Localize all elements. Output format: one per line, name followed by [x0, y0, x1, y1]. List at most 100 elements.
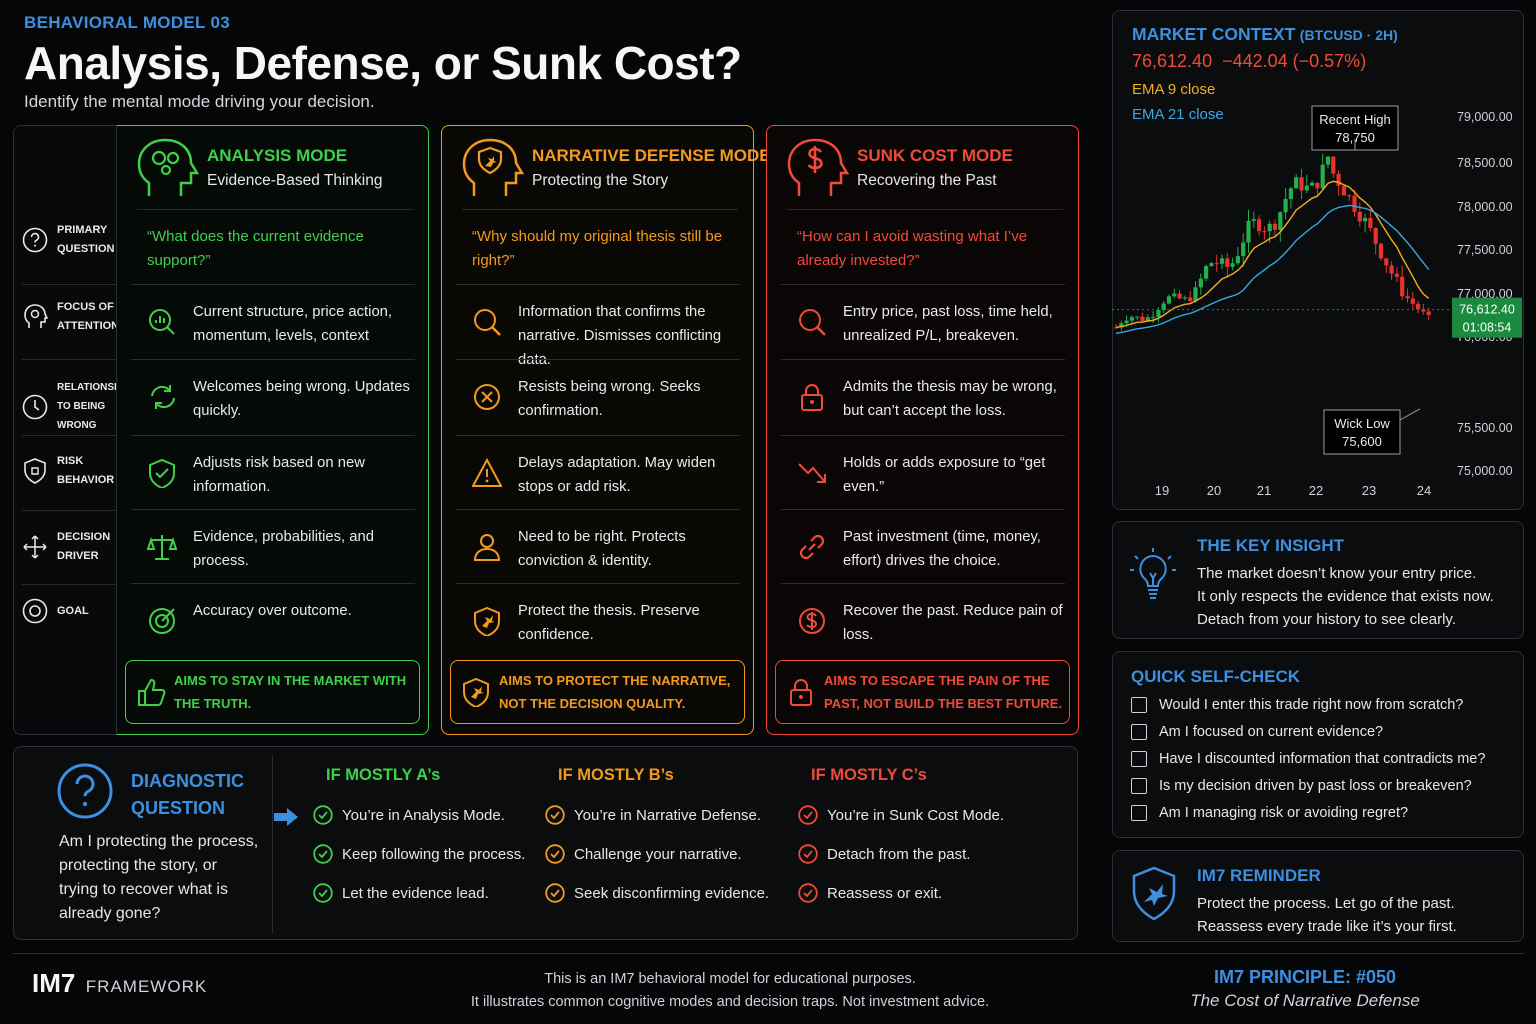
checkbox[interactable] — [1131, 751, 1147, 767]
check-circle-icon — [798, 844, 818, 864]
row-label-text: DECISION DRIVER — [57, 531, 111, 562]
reminder-title: IM7 REMINDER — [1197, 866, 1321, 885]
candle — [1230, 263, 1235, 267]
x-tick-label: 20 — [1207, 483, 1221, 498]
row-label-column — [13, 125, 130, 735]
candle — [1246, 220, 1251, 243]
mode-row-text: Need to be right. Protects conviction & … — [518, 529, 686, 569]
diagnostic-question: Am I protecting the process, protecting … — [59, 833, 259, 922]
selfcheck-item[interactable]: Am I focused on current evidence? — [1131, 724, 1383, 740]
candle — [1135, 316, 1140, 318]
magnify-chart-icon — [149, 309, 175, 335]
target-icon — [149, 608, 175, 634]
selfcheck-item[interactable]: Would I enter this trade right now from … — [1131, 697, 1463, 713]
candle — [1304, 185, 1309, 191]
candle — [1172, 293, 1177, 297]
result-item: You’re in Narrative Defense. — [545, 805, 761, 825]
result-item-text: Let the evidence lead. — [342, 884, 489, 902]
x-tick-label: 23 — [1362, 483, 1376, 498]
mode-row: Protect the thesis. Preserve confidence. — [456, 583, 740, 658]
mode-row-text: Protect the thesis. Preserve confidence. — [518, 603, 700, 643]
reminder-panel — [1112, 850, 1524, 942]
candle — [1347, 195, 1352, 197]
mode-row: Information that confirms the narrative.… — [456, 284, 740, 368]
market-title: MARKET CONTEXT — [1132, 24, 1296, 44]
candle — [1251, 219, 1256, 221]
mode-question: “How can I avoid wasting what I’ve alrea… — [797, 228, 1028, 269]
result-item-text: You’re in Narrative Defense. — [574, 806, 762, 824]
mode-aim-box: AIMS TO ESCAPE THE PAIN OF THE PAST, NOT… — [775, 660, 1070, 724]
page-subtitle: Identify the mental mode driving your de… — [24, 92, 375, 111]
mode-subtitle: Protecting the Story — [532, 172, 669, 189]
timer-tag-text: 01:08:54 — [1463, 321, 1512, 335]
candle — [1272, 223, 1278, 230]
focus-head-icon — [24, 304, 48, 328]
selfcheck-label: Have I discounted information that contr… — [1159, 751, 1486, 767]
candle — [1267, 223, 1272, 232]
reminder-line: Reassess every trade like it’s your firs… — [1197, 918, 1457, 935]
principle-subtitle: The Cost of Narrative Defense — [1190, 991, 1420, 1010]
page-title: Analysis, Defense, or Sunk Cost? — [24, 37, 742, 89]
candle — [1140, 316, 1145, 322]
brand-logo: IM7 — [32, 968, 76, 998]
wick-low-callout — [1323, 409, 1401, 455]
mode-title: SUNK COST MODE — [857, 146, 1013, 165]
insight-line: Detach from your history to see clearly. — [1197, 611, 1456, 628]
mode-row: Entry price, past loss, time held, unrea… — [781, 284, 1065, 359]
question-circle-icon — [57, 763, 113, 819]
checkbox[interactable] — [1131, 697, 1147, 713]
question-circle-icon — [22, 227, 48, 253]
candle — [1341, 185, 1346, 196]
wick-low-label: Wick Low — [1334, 416, 1390, 431]
candle — [1288, 188, 1293, 199]
candle — [1410, 298, 1415, 304]
magnify-icon — [799, 309, 826, 336]
mode-row: Holds or adds exposure to “get even.” — [781, 435, 1065, 510]
move-arrows-icon — [23, 535, 47, 559]
checkbox[interactable] — [1131, 805, 1147, 821]
checkbox[interactable] — [1131, 778, 1147, 794]
result-item: Reassess or exit. — [798, 883, 942, 903]
candle — [1368, 217, 1373, 229]
mode-row-text: Evidence, probabilities, and process. — [193, 529, 374, 569]
mode-title: ANALYSIS MODE — [207, 146, 348, 165]
checkbox[interactable] — [1131, 724, 1147, 740]
x-tick-label: 19 — [1155, 483, 1169, 498]
recent-high-value: 78,750 — [1335, 130, 1375, 145]
refresh-icon — [151, 385, 175, 409]
result-item: Seek disconfirming evidence. — [545, 883, 769, 903]
result-item-text: Reassess or exit. — [827, 884, 943, 902]
candle — [1161, 303, 1166, 311]
y-tick-label: 75,000.00 — [1457, 464, 1513, 478]
mode-row-text: Adjusts risk based on new information. — [193, 455, 365, 495]
x-tick-label: 21 — [1257, 483, 1271, 498]
head-shield-icon — [462, 138, 525, 196]
selfcheck-item[interactable]: Have I discounted information that contr… — [1131, 751, 1485, 767]
mode-column-3: SUNK COST MODE Recovering the Past “How ca… — [766, 125, 1079, 735]
result-item: Keep following the process. — [313, 844, 525, 864]
result-item: Detach from the past. — [798, 844, 970, 864]
mode-row: Delays adaptation. May widen stops or ad… — [456, 435, 740, 510]
result-item: Challenge your narrative. — [545, 844, 742, 864]
lightbulb-icon — [1130, 548, 1176, 599]
selfcheck-label: Am I focused on current evidence? — [1159, 724, 1384, 740]
mode-row-text: Entry price, past loss, time held, unrea… — [843, 304, 1053, 344]
footer-disclaimer: This is an IM7 behavioral model for educ… — [380, 968, 1080, 1014]
arrow-right-icon — [274, 808, 298, 826]
selfcheck-item[interactable]: Is my decision driven by past loss or br… — [1131, 778, 1472, 794]
y-tick-label: 78,000.00 — [1457, 200, 1513, 214]
shield-icon — [463, 677, 489, 707]
dollar-circle-icon — [799, 608, 825, 634]
candle — [1310, 182, 1315, 186]
mode-row-text: Holds or adds exposure to “get even.” — [843, 455, 1046, 495]
market-price-line: 76,612.40 −442.04 (−0.57%) — [1132, 51, 1367, 71]
selfcheck-item[interactable]: Am I managing risk or avoiding regret? — [1131, 805, 1408, 821]
head-gears-icon — [137, 138, 200, 196]
shield-check-icon — [149, 458, 175, 488]
ema21-line — [1115, 204, 1430, 334]
disclaimer-line: This is an IM7 behavioral model for educ… — [544, 971, 916, 987]
insight-line: The market doesn’t know your entry price… — [1197, 565, 1477, 582]
market-symbol: (BTCUSD · 2H) — [1299, 27, 1398, 43]
candle — [1257, 219, 1262, 232]
result-title: IF MOSTLY C’s — [811, 766, 927, 784]
